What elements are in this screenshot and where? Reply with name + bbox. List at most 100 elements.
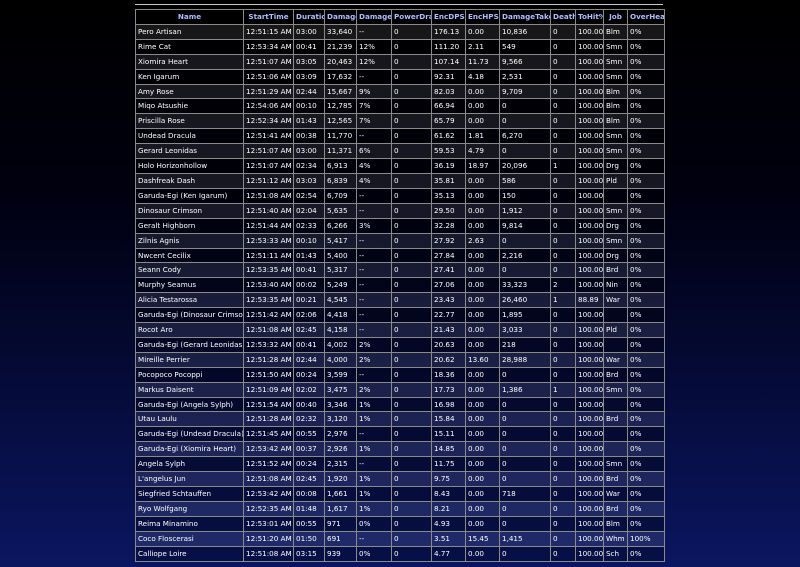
table-row[interactable]: Angela Sylph 12:51:52 AM 00:24 2,315 -- 0 11.7…: [135, 456, 665, 473]
table-row[interactable]: Undead Dracula 12:51:41 AM 00:38 11,770 -- 0 6…: [135, 128, 665, 145]
table-row[interactable]: Priscilla Rose 12:52:34 AM 01:43 12,565 7% 0 6…: [135, 113, 665, 130]
cell-encdps: 20.63: [431, 336, 466, 353]
cell-deaths: 0: [550, 456, 576, 473]
table-row[interactable]: Miqo Atsushie 12:54:06 AM 00:10 12,785 7% 0 66…: [135, 98, 665, 115]
table-row[interactable]: Alicia Testarossa 12:53:35 AM 00:21 4,545 --…: [135, 292, 665, 309]
cell-damage: 6,266: [324, 217, 357, 234]
column-header-enchps[interactable]: EncHPS: [465, 9, 500, 25]
cell-duration: 00:41: [293, 262, 325, 279]
cell-enchps: 11.73: [465, 53, 500, 70]
cell-tohit-: 100.00: [575, 247, 604, 264]
cell-encdps: 66.94: [431, 98, 466, 115]
table-row[interactable]: Calliope Loire 12:51:08 AM 03:15 939 0% 0 4.77…: [135, 545, 665, 562]
cell-enchps: 0.00: [465, 545, 500, 562]
table-row[interactable]: Ken Igarum 12:51:06 AM 03:09 17,632 -- 0 92.31…: [135, 68, 665, 85]
cell-powerdrain: 0: [391, 98, 432, 115]
cell-damage: 4,000: [324, 351, 357, 368]
cell-duration: 00:41: [293, 38, 325, 55]
cell-damage-: --: [356, 128, 392, 145]
table-row[interactable]: Rocot Aro 12:51:08 AM 02:45 4,158 -- 0 21.43 0.…: [135, 322, 665, 338]
table-row[interactable]: L'angelus Jun 12:51:08 AM 02:45 1,920 1% 0 9.7…: [135, 471, 665, 487]
table-row[interactable]: Zilnis Agnis 12:53:33 AM 00:10 5,417 -- 0 27.9…: [135, 232, 665, 249]
table-row[interactable]: Ryo Wolfgang 12:52:35 AM 01:48 1,617 1% 0 8.21…: [135, 500, 665, 517]
cell-encdps: 29.50: [431, 202, 466, 219]
cell-name: Pero Artisan: [135, 23, 244, 40]
column-header-damagetaken[interactable]: DamageTaken: [499, 9, 551, 25]
table-row[interactable]: Garuda-Egi (Dinosaur Crimson) 12:51:42 AM…: [135, 307, 665, 324]
table-row[interactable]: Murphy Seamus 12:53:40 AM 00:02 5,249 -- 0 27.…: [135, 277, 665, 294]
cell-duration: 02:32: [293, 411, 325, 428]
cell-encdps: 65.79: [431, 113, 466, 130]
table-row[interactable]: Geralt Highborn 12:51:44 AM 02:33 6,266 3% 0 3…: [135, 217, 665, 234]
column-header-tohit-[interactable]: ToHit%: [575, 9, 604, 25]
cell-overhealpct: 0%: [627, 262, 665, 279]
table-row[interactable]: Amy Rose 12:51:29 AM 02:44 15,667 9% 0 82.03 0.…: [135, 83, 665, 100]
column-header-duration[interactable]: Duration: [293, 9, 325, 25]
table-row[interactable]: Xiomira Heart 12:51:07 AM 03:05 20,463 12% 0 1…: [135, 53, 665, 70]
column-header-damage[interactable]: Damage: [324, 9, 357, 25]
cell-overhealpct: 0%: [627, 381, 665, 398]
cell-damagetaken: 218: [499, 336, 551, 353]
cell-damagetaken: 0: [499, 441, 551, 458]
cell-damage-: --: [356, 366, 392, 383]
cell-encdps: 27.06: [431, 277, 466, 294]
cell-damage-: --: [356, 232, 392, 249]
cell-damagetaken: 1,386: [499, 381, 551, 398]
cell-encdps: 107.14: [431, 53, 466, 70]
cell-job: Brd: [603, 366, 628, 383]
cell-powerdrain: 0: [391, 426, 432, 443]
cell-deaths: 0: [550, 98, 576, 115]
table-row[interactable]: Coco Floscerasi 12:51:20 AM 01:50 691 -- 0 3.5…: [135, 530, 665, 547]
cell-job: Smn: [603, 128, 628, 145]
cell-name: Utau Laulu: [135, 411, 244, 428]
cell-job: Drg: [603, 158, 628, 174]
cell-duration: 00:38: [293, 128, 325, 145]
column-header-overhealpct[interactable]: OverHealPct: [627, 9, 665, 25]
table-row[interactable]: Garuda-Egi (Gerard Leonidas) 12:53:32 AM 0…: [135, 336, 665, 353]
table-row[interactable]: Seann Cody 12:53:35 AM 00:41 5,317 -- 0 27.41 0…: [135, 262, 665, 279]
cell-encdps: 92.31: [431, 68, 466, 85]
column-header-powerdrain[interactable]: PowerDrain: [391, 9, 432, 25]
table-row[interactable]: Garuda-Egi (Ken Igarum) 12:51:08 AM 02:54 6…: [135, 187, 665, 204]
table-row[interactable]: Siegfried Schtauffen 12:53:42 AM 00:08 1,66…: [135, 486, 665, 502]
cell-powerdrain: 0: [391, 366, 432, 383]
cell-duration: 02:44: [293, 83, 325, 100]
cell-damagetaken: 2,216: [499, 247, 551, 264]
cell-overhealpct: 0%: [627, 83, 665, 100]
column-header-job[interactable]: Job: [603, 9, 628, 25]
column-header-damage-[interactable]: Damage%: [356, 9, 392, 25]
cell-duration: 00:40: [293, 396, 325, 413]
column-header-name[interactable]: Name: [135, 9, 244, 25]
cell-encdps: 176.13: [431, 23, 466, 40]
column-header-starttime[interactable]: StartTime: [243, 9, 294, 25]
cell-starttime: 12:51:08 AM: [243, 322, 294, 338]
cell-powerdrain: 0: [391, 530, 432, 547]
table-row[interactable]: Garuda-Egi (Undead Dracula) 12:51:45 AM 00…: [135, 426, 665, 443]
table-row[interactable]: Gerard Leonidas 12:51:07 AM 03:00 11,371 6% 0…: [135, 143, 665, 160]
cell-powerdrain: 0: [391, 500, 432, 517]
table-row[interactable]: Utau Laulu 12:51:28 AM 02:32 3,120 1% 0 15.84 0…: [135, 411, 665, 428]
cell-name: Murphy Seamus: [135, 277, 244, 294]
table-row[interactable]: Mireille Perrier 12:51:28 AM 02:44 4,000 2% 0…: [135, 351, 665, 368]
cell-tohit-: 100.00: [575, 202, 604, 219]
table-row[interactable]: Dinosaur Crimson 12:51:40 AM 02:04 5,635 -- 0…: [135, 202, 665, 219]
cell-damage-: --: [356, 426, 392, 443]
table-row[interactable]: Pero Artisan 12:51:15 AM 03:00 33,640 -- 0 176…: [135, 23, 665, 40]
cell-powerdrain: 0: [391, 53, 432, 70]
top-divider: [135, 4, 663, 5]
table-row[interactable]: Dashfreak Dash 12:51:12 AM 03:03 6,839 4% 0 35…: [135, 172, 665, 189]
cell-job: Brd: [603, 262, 628, 279]
column-header-encdps[interactable]: EncDPS: [431, 9, 466, 25]
table-row[interactable]: Garuda-Egi (Xiomira Heart) 12:53:42 AM 00:…: [135, 441, 665, 458]
column-header-deaths[interactable]: Deaths: [550, 9, 576, 25]
table-row[interactable]: Rime Cat 12:53:34 AM 00:41 21,239 12% 0 111.20…: [135, 38, 665, 55]
table-row[interactable]: Reima Minamino 12:53:01 AM 00:55 971 0% 0 4.93…: [135, 515, 665, 532]
cell-damage-: --: [356, 187, 392, 204]
cell-damage-: 6%: [356, 143, 392, 160]
table-row[interactable]: Holo Horizonhollow 12:51:07 AM 02:34 6,913 4…: [135, 158, 665, 174]
table-row[interactable]: Nwcent Cecilix 12:51:11 AM 01:43 5,400 -- 0 27…: [135, 247, 665, 264]
table-row[interactable]: Markus Daisent 12:51:09 AM 02:02 3,475 2% 0 17…: [135, 381, 665, 398]
cell-duration: 02:44: [293, 351, 325, 368]
table-row[interactable]: Garuda-Egi (Angela Sylph) 12:51:54 AM 00:4…: [135, 396, 665, 413]
table-row[interactable]: Pocopoco Pocoppi 12:51:50 AM 00:24 3,599 -- 0…: [135, 366, 665, 383]
